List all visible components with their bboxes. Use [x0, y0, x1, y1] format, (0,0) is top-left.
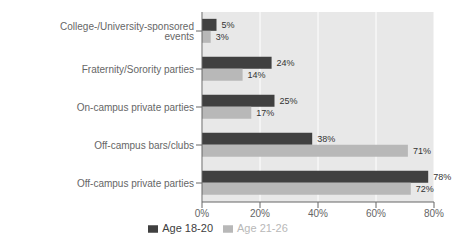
svg-text:60%: 60%	[366, 208, 386, 219]
svg-text:17%: 17%	[256, 108, 274, 118]
svg-text:78%: 78%	[433, 172, 451, 182]
svg-text:14%: 14%	[248, 70, 266, 80]
svg-text:80%: 80%	[424, 208, 444, 219]
svg-text:24%: 24%	[277, 58, 295, 68]
svg-text:5%: 5%	[222, 20, 235, 30]
svg-text:Off-campus bars/clubs: Off-campus bars/clubs	[94, 140, 194, 151]
svg-text:Fraternity/Sorority parties: Fraternity/Sorority parties	[82, 64, 194, 75]
svg-text:On-campus private parties: On-campus private parties	[77, 102, 194, 113]
svg-text:25%: 25%	[280, 96, 298, 106]
html-text:Age 21-26: Age 21-26	[237, 222, 288, 234]
svg-text:71%: 71%	[413, 146, 431, 156]
svg-text:College-/University-sponsorede: College-/University-sponsoredevents	[60, 21, 194, 42]
svg-text:20%: 20%	[250, 208, 270, 219]
svg-text:72%: 72%	[416, 184, 434, 194]
svg-text:Off-campus private parties: Off-campus private parties	[77, 178, 194, 189]
svg-text:3%: 3%	[216, 32, 229, 42]
svg-text:40%: 40%	[308, 208, 328, 219]
html-text:Age 18-20: Age 18-20	[162, 222, 213, 234]
svg-text:38%: 38%	[317, 134, 335, 144]
svg-text:0%: 0%	[195, 208, 210, 219]
